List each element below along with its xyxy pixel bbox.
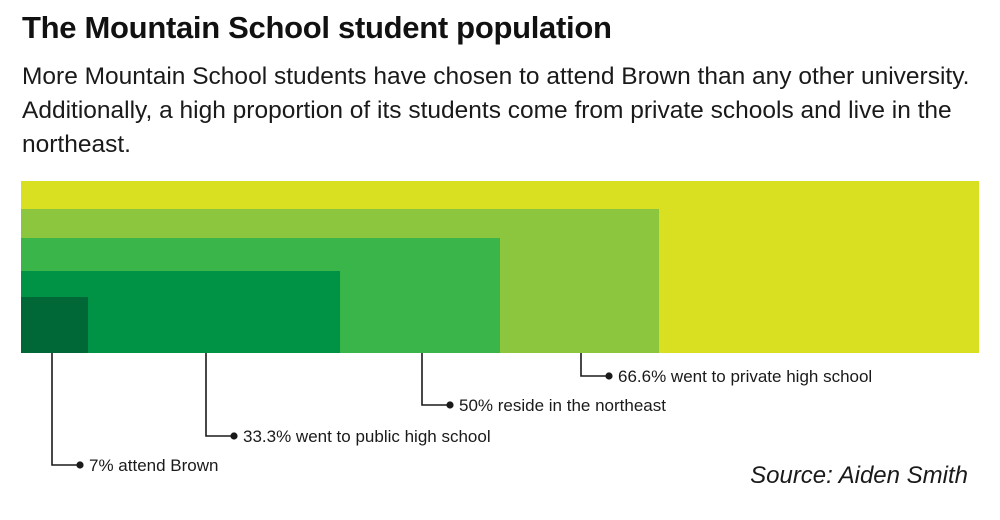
leader-line bbox=[205, 353, 234, 437]
chart-title: The Mountain School student population bbox=[22, 10, 612, 45]
leader-dot bbox=[446, 401, 454, 409]
area-blocks bbox=[21, 181, 979, 353]
leader-dot bbox=[605, 372, 613, 380]
annotations: 66.6% went to private high school 50% res… bbox=[51, 353, 872, 475]
leader-line bbox=[51, 353, 80, 466]
block-brown bbox=[21, 297, 89, 353]
leader-dot bbox=[76, 461, 84, 469]
leader-dot bbox=[230, 432, 238, 440]
chart-subtitle: More Mountain School students have chose… bbox=[22, 63, 970, 158]
annotation-label: 7% attend Brown bbox=[89, 456, 218, 475]
annotation-label: 50% reside in the northeast bbox=[459, 396, 666, 415]
leader-line bbox=[580, 353, 609, 377]
annotation-label: 66.6% went to private high school bbox=[618, 367, 872, 386]
leader-line bbox=[421, 353, 450, 406]
source-note: Source: Aiden Smith bbox=[750, 462, 968, 489]
annotation-label: 33.3% went to public high school bbox=[243, 427, 491, 446]
